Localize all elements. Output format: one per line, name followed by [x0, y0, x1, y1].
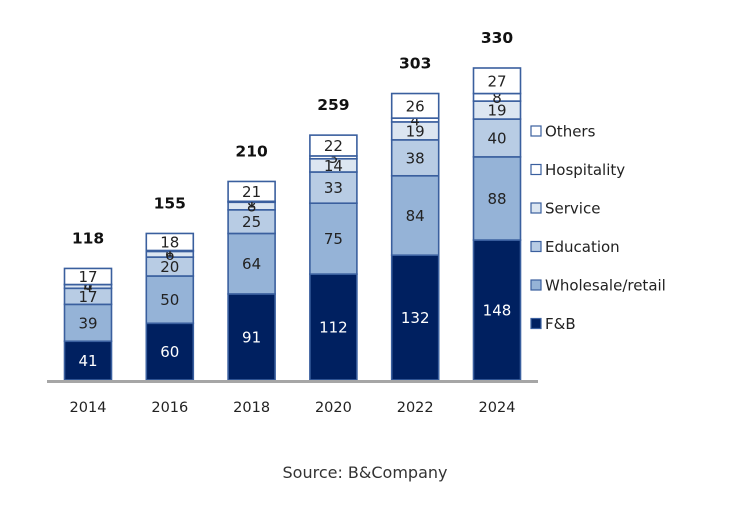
legend-label-f-b: F&B — [545, 315, 576, 333]
segment-wholesale-retail-2018 — [227, 232, 276, 295]
x-tick-2020: 2020 — [315, 400, 352, 416]
data-label-wholesale-retail-2016: 50 — [160, 291, 179, 309]
segment-wholesale-retail-2020 — [309, 202, 358, 275]
segment-wholesale-retail-2024 — [472, 156, 522, 241]
legend-label-hospitality: Hospitality — [545, 161, 625, 179]
segment-others-2018 — [227, 180, 276, 203]
total-label-2016: 155 — [154, 194, 186, 212]
data-label-wholesale-retail-2014: 39 — [78, 314, 97, 332]
data-label-f-b-2022: 132 — [401, 309, 430, 327]
segment-f-b-2022 — [390, 254, 440, 381]
x-tick-labels: 2014 2016 2018 2020 2022 2024 — [70, 400, 516, 416]
data-label-others-2024: 27 — [487, 72, 506, 90]
x-tick-2024: 2024 — [479, 400, 516, 416]
data-label-service-2024: 19 — [487, 102, 506, 120]
legend: Others Hospitality Service Education Wholesa… — [530, 123, 666, 333]
bar-2014: 4139174017 — [63, 267, 113, 381]
legend-item-hospitality: Hospitality — [530, 161, 625, 179]
data-label-hospitality-2016: 1 — [165, 242, 175, 260]
data-label-education-2024: 40 — [487, 129, 506, 147]
total-label-2018: 210 — [235, 142, 268, 160]
data-label-education-2016: 20 — [160, 258, 179, 276]
data-label-f-b-2024: 148 — [483, 302, 512, 320]
legend-item-service: Service — [530, 200, 600, 218]
x-tick-2014: 2014 — [70, 400, 107, 416]
data-label-hospitality-2022: 4 — [410, 112, 420, 130]
segment-wholesale-retail-2016 — [145, 275, 195, 325]
bars-group: 4139174017605020611891642581211127533143… — [63, 67, 522, 381]
data-label-others-2020: 22 — [324, 137, 343, 155]
data-label-f-b-2016: 60 — [160, 343, 179, 361]
segment-f-b-2024 — [472, 239, 522, 381]
data-label-f-b-2014: 41 — [78, 352, 97, 370]
data-label-education-2022: 38 — [406, 149, 425, 167]
legend-label-others: Others — [545, 123, 596, 141]
data-label-others-2022: 26 — [406, 97, 425, 115]
data-label-f-b-2018: 91 — [242, 328, 261, 346]
data-label-wholesale-retail-2020: 75 — [324, 230, 343, 248]
data-label-wholesale-retail-2018: 64 — [242, 255, 261, 273]
data-label-service-2016: 6 — [165, 246, 175, 264]
data-label-service-2018: 8 — [247, 198, 257, 216]
legend-item-f-b: F&B — [530, 315, 576, 333]
data-label-hospitality-2018: 1 — [247, 193, 257, 211]
legend-item-others: Others — [530, 123, 596, 141]
total-label-2020: 259 — [317, 96, 349, 114]
data-label-service-2020: 14 — [324, 157, 343, 175]
segment-education-2022 — [390, 139, 440, 177]
data-label-others-2014: 17 — [78, 268, 97, 286]
data-label-hospitality-2024: 8 — [492, 89, 502, 107]
data-label-wholesale-retail-2024: 88 — [487, 190, 506, 208]
data-label-service-2022: 19 — [406, 122, 425, 140]
total-label-2022: 303 — [399, 55, 431, 73]
segment-others-2016 — [145, 232, 195, 252]
legend-swatch-f-b — [530, 317, 542, 330]
total-labels: 118 155 210 259 303 330 — [72, 29, 514, 247]
data-label-f-b-2020: 112 — [319, 319, 348, 337]
data-label-hospitality-2020: 3 — [329, 149, 339, 167]
segment-others-2024 — [472, 67, 522, 95]
segment-education-2020 — [309, 171, 358, 205]
segment-wholesale-retail-2022 — [390, 174, 440, 256]
segment-f-b-2014 — [63, 340, 113, 381]
data-label-others-2018: 21 — [242, 183, 261, 201]
data-label-wholesale-retail-2022: 84 — [406, 207, 425, 225]
legend-swatch-wholesale-retail — [530, 279, 542, 291]
legend-item-education: Education — [530, 238, 620, 256]
segment-others-2022 — [390, 92, 440, 119]
legend-label-service: Service — [545, 200, 600, 218]
legend-label-education: Education — [545, 238, 620, 256]
data-label-others-2016: 18 — [160, 233, 179, 251]
segment-wholesale-retail-2014 — [63, 303, 113, 343]
legend-label-wholesale-retail: Wholesale/retail — [545, 277, 666, 295]
legend-swatch-others — [530, 125, 542, 137]
data-label-education-2018: 25 — [242, 213, 261, 231]
data-label-education-2014: 17 — [78, 288, 97, 306]
legend-swatch-hospitality — [530, 163, 542, 176]
total-label-2014: 118 — [72, 229, 104, 247]
legend-swatch-service — [530, 202, 542, 214]
x-tick-2018: 2018 — [233, 400, 270, 416]
x-tick-2022: 2022 — [397, 400, 434, 416]
x-tick-2016: 2016 — [151, 400, 188, 416]
legend-swatch-education — [530, 240, 542, 253]
legend-item-wholesale-retail: Wholesale/retail — [530, 277, 666, 295]
segment-others-2014 — [63, 267, 113, 286]
source-caption: Source: B&Company — [282, 463, 448, 482]
segment-others-2020 — [309, 134, 358, 157]
total-label-2024: 330 — [481, 29, 514, 47]
data-label-education-2020: 33 — [324, 179, 343, 197]
data-label-service-2014: 4 — [83, 278, 93, 296]
